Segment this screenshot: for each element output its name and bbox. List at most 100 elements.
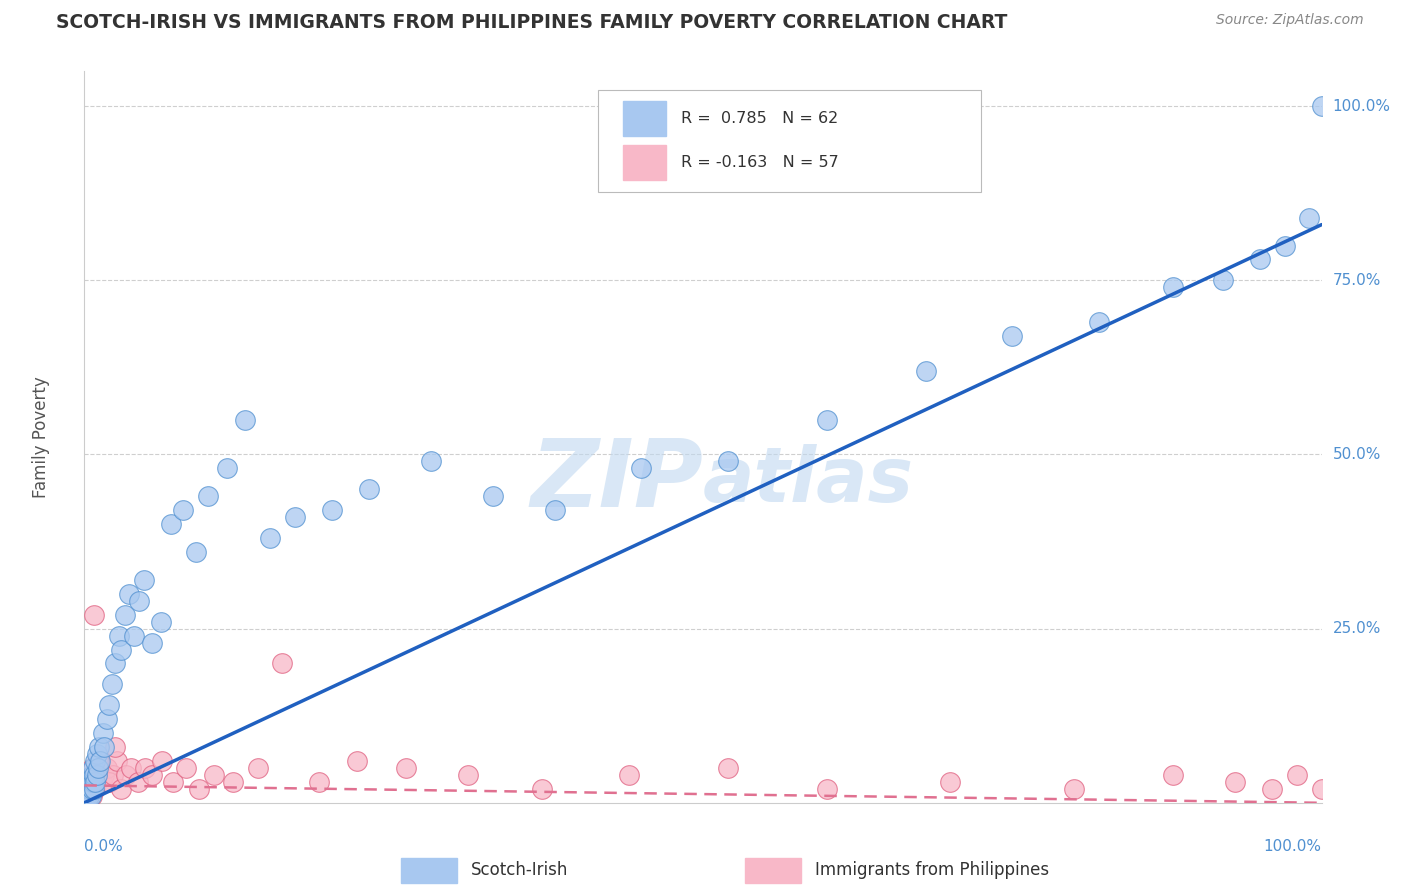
Point (93, 740, 115, 755)
Point (246, 761, 269, 775)
Point (82, 761, 104, 775)
Point (543, 503, 565, 517)
Point (80, 781, 103, 796)
Point (75, 789, 97, 803)
Point (162, 775, 184, 789)
Point (76, 789, 98, 803)
Point (321, 503, 343, 517)
Point (80, 768, 103, 782)
Point (77, 775, 100, 789)
Text: SCOTCH-IRISH VS IMMIGRANTS FROM PHILIPPINES FAMILY POVERTY CORRELATION CHART: SCOTCH-IRISH VS IMMIGRANTS FROM PHILIPPI… (56, 13, 1008, 32)
Point (134, 761, 156, 775)
Point (86, 775, 108, 789)
Point (202, 768, 225, 782)
Point (1310, 99, 1333, 113)
Point (150, 754, 173, 768)
Point (197, 489, 219, 503)
Text: 50.0%: 50.0% (1333, 447, 1381, 462)
Point (1249, 252, 1271, 267)
Point (75, 789, 97, 803)
Point (1161, 768, 1184, 782)
Point (1001, 329, 1024, 343)
Point (150, 615, 173, 629)
Point (110, 642, 132, 657)
Point (90, 775, 112, 789)
Point (1223, 775, 1246, 789)
Point (128, 594, 150, 608)
Text: Family Poverty: Family Poverty (32, 376, 51, 498)
Point (89, 754, 111, 768)
Point (617, 768, 640, 782)
Point (188, 781, 211, 796)
Point (1161, 280, 1184, 294)
Point (79, 775, 101, 789)
Point (83, 781, 105, 796)
Text: 75.0%: 75.0% (1333, 273, 1381, 288)
Point (86, 768, 108, 782)
Point (82, 781, 104, 796)
Point (84, 775, 107, 789)
Point (1088, 315, 1111, 329)
Point (79, 781, 101, 796)
Text: Immigrants from Philippines: Immigrants from Philippines (815, 861, 1050, 879)
Point (184, 545, 207, 559)
Point (98, 698, 121, 713)
Point (222, 775, 245, 789)
Point (83, 768, 105, 782)
Point (630, 461, 652, 475)
Point (815, 412, 838, 426)
Point (357, 483, 380, 497)
Point (93, 768, 115, 782)
Point (141, 768, 163, 782)
Point (531, 781, 554, 796)
Text: ZIP: ZIP (530, 435, 703, 527)
Point (84, 781, 107, 796)
Point (395, 761, 418, 775)
Text: R = -0.163   N = 57: R = -0.163 N = 57 (681, 155, 838, 170)
Point (160, 517, 183, 532)
Point (1261, 781, 1284, 796)
Point (419, 454, 441, 468)
Point (115, 768, 138, 782)
Point (141, 635, 163, 649)
Text: Source: ZipAtlas.com: Source: ZipAtlas.com (1216, 13, 1364, 28)
Point (77, 781, 100, 796)
FancyBboxPatch shape (598, 90, 981, 192)
Point (80, 789, 103, 803)
Point (215, 461, 238, 475)
Point (82, 768, 104, 782)
Point (79, 789, 101, 803)
Text: 0.0%: 0.0% (84, 839, 124, 855)
Point (89, 761, 111, 775)
Point (76, 781, 98, 796)
Point (1298, 211, 1320, 225)
Point (79, 789, 101, 803)
Point (104, 657, 127, 671)
Point (132, 573, 155, 587)
Point (1310, 781, 1333, 796)
Text: atlas: atlas (703, 444, 914, 518)
Bar (623, 145, 666, 180)
Point (86, 747, 108, 761)
Point (77, 775, 100, 789)
Text: 100.0%: 100.0% (1264, 839, 1322, 855)
Point (1274, 238, 1296, 252)
Point (110, 781, 132, 796)
Point (457, 768, 479, 782)
Point (80, 761, 103, 775)
Point (79, 775, 101, 789)
Point (91, 726, 114, 740)
Point (87, 768, 110, 782)
Point (96, 712, 118, 726)
Point (271, 657, 294, 671)
Text: 100.0%: 100.0% (1333, 99, 1391, 113)
Bar (623, 102, 666, 136)
Point (100, 677, 122, 691)
Point (259, 531, 281, 545)
Text: 25.0%: 25.0% (1333, 621, 1381, 636)
Point (120, 761, 142, 775)
Point (481, 489, 503, 503)
Point (284, 510, 307, 524)
Point (1285, 768, 1308, 782)
Point (114, 607, 136, 622)
